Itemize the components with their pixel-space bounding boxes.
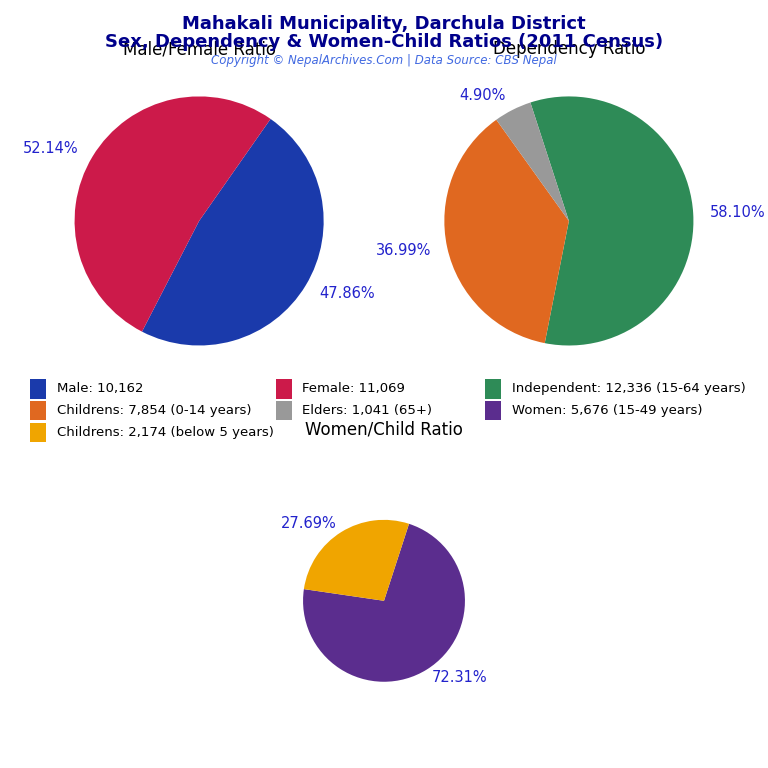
Text: Male: 10,162: Male: 10,162 <box>57 382 144 396</box>
Bar <box>30 402 46 420</box>
Text: Copyright © NepalArchives.Com | Data Source: CBS Nepal: Copyright © NepalArchives.Com | Data Sou… <box>211 54 557 67</box>
Text: Independent: 12,336 (15-64 years): Independent: 12,336 (15-64 years) <box>511 382 746 396</box>
Bar <box>276 379 292 399</box>
Text: 27.69%: 27.69% <box>280 516 336 531</box>
Text: Mahakali Municipality, Darchula District: Mahakali Municipality, Darchula District <box>182 15 586 33</box>
Bar <box>276 402 292 420</box>
Text: Female: 11,069: Female: 11,069 <box>303 382 406 396</box>
Bar <box>30 423 46 442</box>
Bar <box>485 379 501 399</box>
Text: 4.90%: 4.90% <box>459 88 505 103</box>
Text: 72.31%: 72.31% <box>432 670 488 685</box>
Wedge shape <box>304 520 409 601</box>
Wedge shape <box>445 120 569 343</box>
Text: 36.99%: 36.99% <box>376 243 432 258</box>
Text: Childrens: 7,854 (0-14 years): Childrens: 7,854 (0-14 years) <box>57 405 251 417</box>
Wedge shape <box>142 119 323 346</box>
Text: Sex, Dependency & Women-Child Ratios (2011 Census): Sex, Dependency & Women-Child Ratios (20… <box>105 33 663 51</box>
Title: Women/Child Ratio: Women/Child Ratio <box>305 420 463 438</box>
Wedge shape <box>496 102 569 221</box>
Title: Dependency Ratio: Dependency Ratio <box>492 40 645 58</box>
Text: Elders: 1,041 (65+): Elders: 1,041 (65+) <box>303 405 432 417</box>
Bar <box>30 379 46 399</box>
Wedge shape <box>74 97 270 332</box>
Text: 47.86%: 47.86% <box>319 286 376 301</box>
Bar <box>485 402 501 420</box>
Wedge shape <box>531 97 694 346</box>
Text: Childrens: 2,174 (below 5 years): Childrens: 2,174 (below 5 years) <box>57 426 274 439</box>
Title: Male/Female Ratio: Male/Female Ratio <box>123 40 276 58</box>
Wedge shape <box>303 524 465 682</box>
Text: Women: 5,676 (15-49 years): Women: 5,676 (15-49 years) <box>511 405 702 417</box>
Text: 58.10%: 58.10% <box>710 205 765 220</box>
Text: 52.14%: 52.14% <box>23 141 78 156</box>
